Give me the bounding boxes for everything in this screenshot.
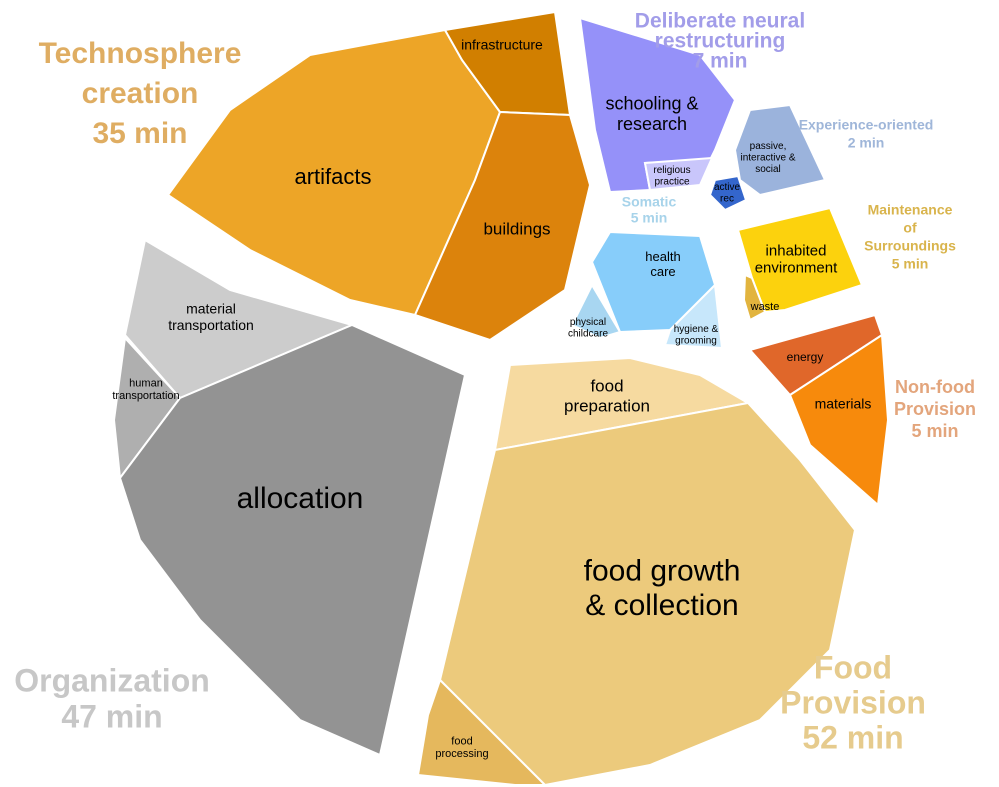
group-title: Deliberate neural <box>635 10 805 33</box>
cell-label: active <box>714 182 741 193</box>
group-title: Surroundings <box>864 238 956 254</box>
group-title: Provision <box>894 399 976 419</box>
group-time: 7 min <box>693 50 748 73</box>
cell-label: material <box>186 301 236 317</box>
cell-label: buildings <box>483 219 550 238</box>
cell-label: hygiene & <box>674 324 719 335</box>
cell-label: artifacts <box>294 164 371 189</box>
group-title: Maintenance <box>868 202 953 218</box>
cell <box>643 156 714 192</box>
cell-label: physical <box>570 317 606 328</box>
cell <box>570 282 622 340</box>
group-time: 52 min <box>802 719 903 755</box>
group-title: creation <box>82 77 199 110</box>
group-title: of <box>903 220 917 236</box>
cell-label: food <box>451 736 472 748</box>
cell-label: grooming <box>675 335 717 346</box>
cell-label: schooling & <box>605 93 698 113</box>
cell <box>118 323 467 757</box>
group-time: 5 min <box>631 210 668 226</box>
cell-label: childcare <box>568 328 608 339</box>
group-time: 35 min <box>92 117 187 150</box>
group-title: Provision <box>780 684 926 720</box>
cell <box>416 678 548 786</box>
cell-label: religious <box>653 165 690 176</box>
cell <box>663 282 724 350</box>
group <box>570 230 724 350</box>
group-title: restructuring <box>655 30 786 53</box>
cell-label: preparation <box>564 396 650 415</box>
cell-label: passive, <box>750 141 787 152</box>
cell-label: rec <box>720 193 734 204</box>
cell-label: food growth <box>584 555 741 588</box>
cell-label: allocation <box>237 482 364 515</box>
group <box>166 10 592 342</box>
group <box>112 238 467 757</box>
cell <box>708 174 748 212</box>
cell-label: energy <box>787 350 824 364</box>
cell-label: inhabited <box>766 242 827 259</box>
group-title: Food <box>814 649 892 685</box>
group-title: Somatic <box>622 194 677 210</box>
cell-label: food <box>590 377 623 396</box>
cell-label: waste <box>750 301 780 313</box>
group-title: Organization <box>14 662 210 698</box>
group-title: Experience-oriented <box>799 117 934 133</box>
group <box>416 356 857 787</box>
group <box>736 206 864 322</box>
cell-label: care <box>650 264 675 279</box>
cell <box>413 110 592 342</box>
group-title: Non-food <box>895 377 975 397</box>
cell-label: materials <box>815 396 872 412</box>
cell-label: environment <box>755 260 838 277</box>
group-title: Technosphere <box>39 37 242 70</box>
cell <box>733 103 827 197</box>
cell-label: transportation <box>168 317 254 333</box>
group-time: 2 min <box>848 135 885 151</box>
cell-label: infrastructure <box>461 37 543 53</box>
cell-label: practice <box>654 176 689 187</box>
cell <box>493 356 751 452</box>
group <box>578 16 737 194</box>
cell-label: processing <box>435 748 488 760</box>
cell-label: social <box>755 164 781 175</box>
group-time: 5 min <box>911 421 958 441</box>
cell <box>742 273 767 322</box>
cell-label: transportation <box>112 390 179 402</box>
cell-label: research <box>617 114 687 134</box>
cell-label: health <box>645 249 680 264</box>
group-time: 5 min <box>892 256 929 272</box>
group <box>708 103 827 212</box>
group <box>748 313 890 508</box>
group-time: 47 min <box>61 698 162 734</box>
cell-label: human <box>129 378 163 390</box>
cell-label: & collection <box>585 589 738 622</box>
cell <box>788 333 890 508</box>
cell-label: interactive & <box>740 153 795 164</box>
